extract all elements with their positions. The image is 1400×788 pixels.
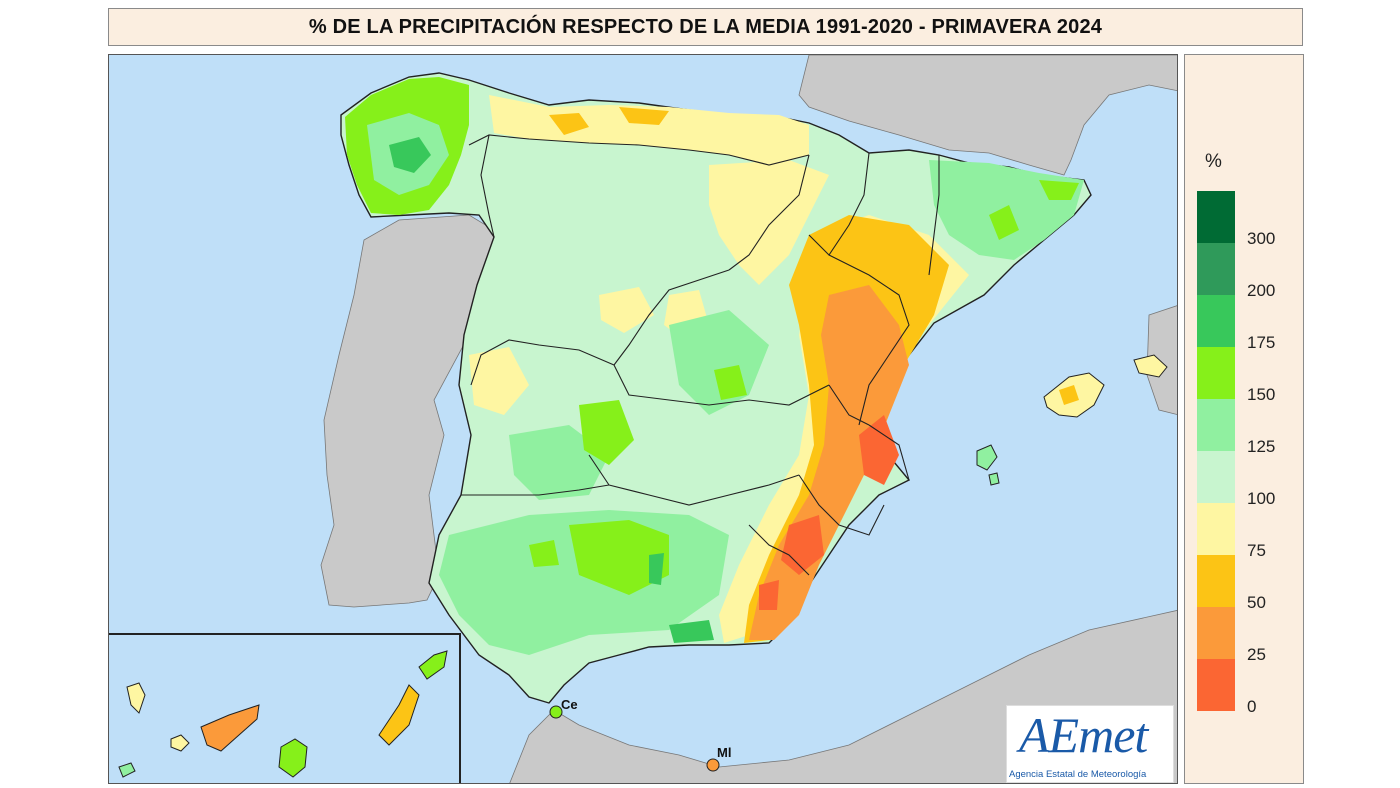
legend-swatch-175	[1197, 295, 1235, 347]
legend-label-125: 125	[1247, 437, 1276, 456]
formentera	[988, 472, 1000, 486]
ceuta-label: Ce	[561, 697, 578, 712]
canary-islands	[118, 650, 448, 778]
canary-inset-frame	[109, 633, 461, 783]
precipitation-map	[109, 55, 1177, 783]
north-orange-spots	[549, 107, 669, 135]
la-gomera	[170, 734, 190, 752]
legend-swatch-50	[1197, 555, 1235, 607]
france-land	[798, 55, 1177, 176]
legend-label-50: 50	[1247, 593, 1266, 612]
map-panel: Ce Ml AEmet Agencia Estatal de Meteorolo…	[108, 54, 1178, 784]
aemet-logo: AEmet Agencia Estatal de Meteorología	[1006, 705, 1174, 783]
east-red	[759, 415, 899, 610]
gran-canaria	[278, 738, 308, 778]
legend-swatch-125	[1197, 399, 1235, 451]
legend-label-200: 200	[1247, 281, 1276, 300]
lanzarote	[418, 650, 448, 680]
melilla-label: Ml	[717, 745, 732, 760]
legend-label-0: 0	[1247, 697, 1257, 716]
region-borders	[461, 134, 940, 576]
legend-label-100: 100	[1247, 489, 1276, 508]
mallorca-orange	[1059, 385, 1079, 405]
andalucia-bright	[529, 520, 669, 595]
legend-swatch-100	[1197, 451, 1235, 503]
catalonia-bright	[989, 180, 1079, 240]
logo-subtitle: Agencia Estatal de Meteorología	[1009, 769, 1147, 780]
lamancha-bright	[579, 400, 634, 465]
andalucia-dark	[649, 553, 714, 643]
menorca	[1133, 354, 1168, 378]
legend-label-175: 175	[1247, 333, 1276, 352]
ibiza	[976, 444, 998, 471]
legend-swatch-0	[1197, 659, 1235, 711]
legend-label-25: 25	[1247, 645, 1266, 664]
legend-swatch-25	[1197, 607, 1235, 659]
legend-label-75: 75	[1247, 541, 1266, 560]
map-title: % DE LA PRECIPITACIÓN RESPECTO DE LA MED…	[308, 15, 1103, 38]
legend-swatch-200	[1197, 243, 1235, 295]
legend-panel: % 300 200 175 150 125 100 75 50 25 0	[1184, 54, 1304, 784]
tenerife	[200, 704, 260, 752]
north-yellow	[489, 95, 809, 165]
legend-swatch-300	[1197, 191, 1235, 243]
central-yellow-1	[599, 287, 654, 333]
map-title-bar: % DE LA PRECIPITACIÓN RESPECTO DE LA MED…	[108, 8, 1303, 46]
legend-unit: %	[1205, 151, 1222, 172]
legend-swatch-150	[1197, 347, 1235, 399]
aragon-yellow	[709, 160, 829, 285]
melilla-marker	[706, 758, 720, 772]
central-bright	[714, 365, 747, 400]
la-palma	[126, 682, 146, 714]
legend-label-300: 300	[1247, 229, 1276, 248]
galicia-darker	[389, 137, 431, 173]
fuerteventura	[378, 684, 420, 746]
ceuta-marker	[549, 705, 563, 719]
el-hierro	[118, 762, 136, 778]
legend-label-150: 150	[1247, 385, 1276, 404]
logo-name: AEmet	[1019, 707, 1148, 763]
central-yellow-2	[469, 347, 529, 415]
legend-swatch-75	[1197, 503, 1235, 555]
